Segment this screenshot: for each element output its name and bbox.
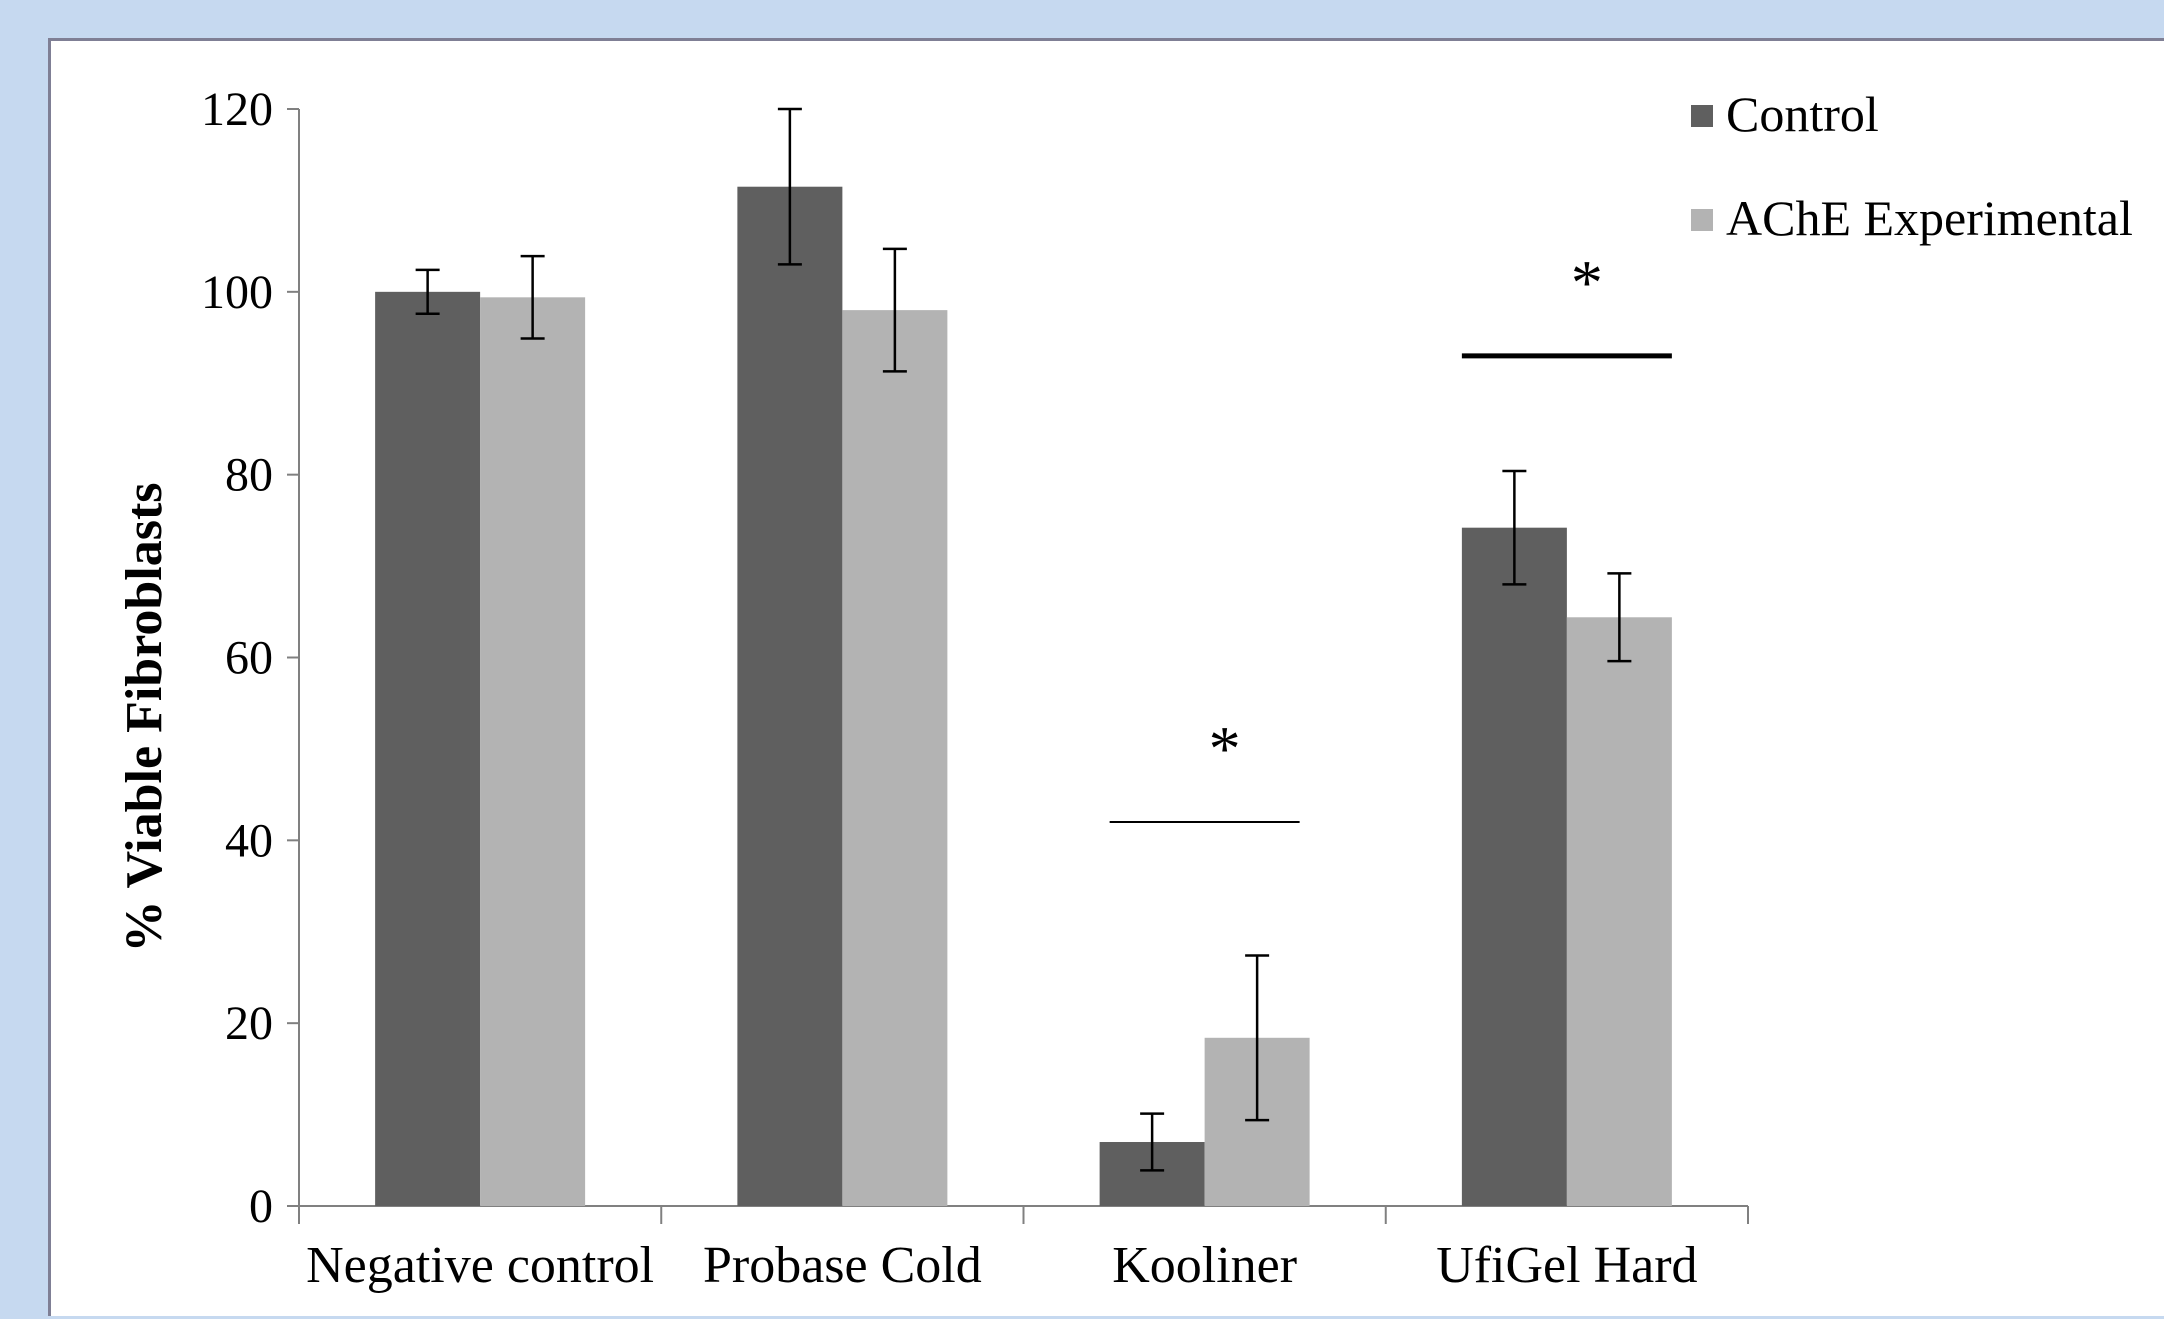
y-tick-label: 80: [225, 449, 273, 502]
y-axis-title: % Viable Fibroblasts: [116, 482, 173, 952]
y-tick-label: 120: [201, 83, 273, 136]
significance-star: *: [1571, 247, 1603, 318]
x-category-label: UfiGel Hard: [1436, 1237, 1697, 1294]
legend: Control AChE Experimental: [1691, 86, 2133, 246]
y-tick-label: 100: [201, 266, 273, 319]
bar-chart: 0 20 40 60 80 100 120 Negative control Probase C…: [116, 83, 2133, 1294]
legend-label: AChE Experimental: [1726, 190, 2133, 246]
bar-control: [737, 186, 843, 1206]
significance-annotations: **: [1109, 247, 1672, 824]
bars: [375, 186, 1672, 1206]
bar-ache-experimental: [480, 297, 586, 1206]
bar-control: [1461, 527, 1567, 1206]
legend-swatch: [1691, 209, 1713, 231]
bar-ache-experimental: [842, 310, 948, 1206]
y-tick-label: 20: [225, 997, 273, 1050]
legend-label: Control: [1726, 86, 1879, 142]
bar-ache-experimental: [1566, 617, 1672, 1206]
x-category-label: Negative control: [306, 1237, 654, 1294]
chart-panel: 0 20 40 60 80 100 120 Negative control Probase C…: [48, 38, 2164, 1316]
significance-star: *: [1209, 713, 1241, 784]
axes: 0 20 40 60 80 100 120 Negative control Probase C…: [201, 83, 1749, 1294]
error-bars: [415, 107, 1632, 1172]
x-category-label: Kooliner: [1112, 1237, 1297, 1294]
legend-swatch: [1691, 105, 1713, 127]
y-tick-label: 0: [249, 1180, 273, 1233]
y-tick-label: 60: [225, 632, 273, 685]
y-tick-label: 40: [225, 814, 273, 867]
x-category-label: Probase Cold: [703, 1237, 982, 1294]
bar-control: [375, 291, 481, 1206]
